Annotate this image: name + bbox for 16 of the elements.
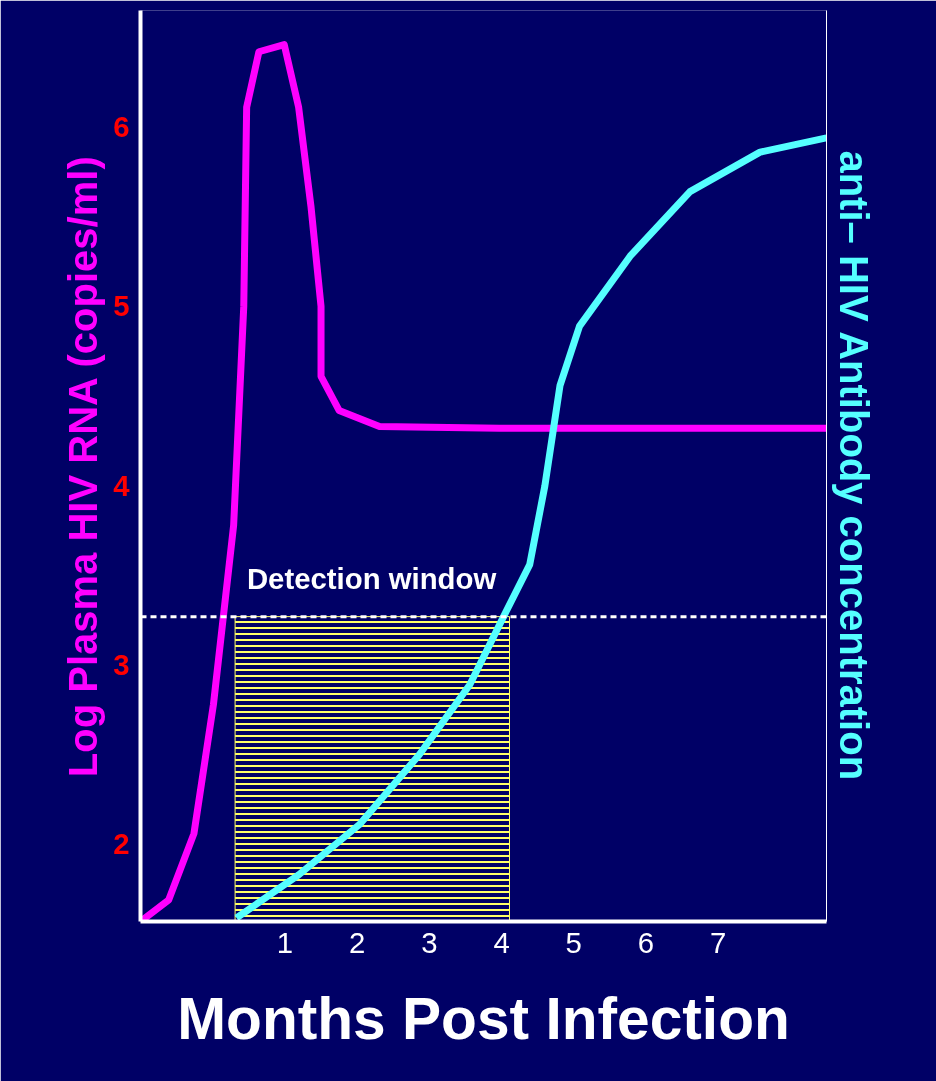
y2-axis-title: anti– HIV Antibody concentration [831,150,876,781]
y-tick-label: 3 [113,648,130,682]
ref-line-label: Detection window [246,562,497,596]
x-axis-title: Months Post Infection [177,985,790,1051]
y-tick-label: 6 [113,110,130,144]
y-tick-label: 5 [113,289,130,323]
y-tick-label: 4 [113,468,131,502]
x-tick-label: 2 [348,925,366,959]
y-tick-label: 2 [113,827,130,861]
x-tick-label: 6 [637,925,655,959]
x-tick-label: 3 [421,925,438,959]
y-axis-title: Log Plasma HIV RNA (copies/ml) [61,156,106,778]
x-tick-label: 4 [493,925,510,959]
x-tick-label: 1 [276,925,294,959]
x-tick-label: 5 [565,925,582,959]
x-tick-label: 7 [710,925,727,959]
